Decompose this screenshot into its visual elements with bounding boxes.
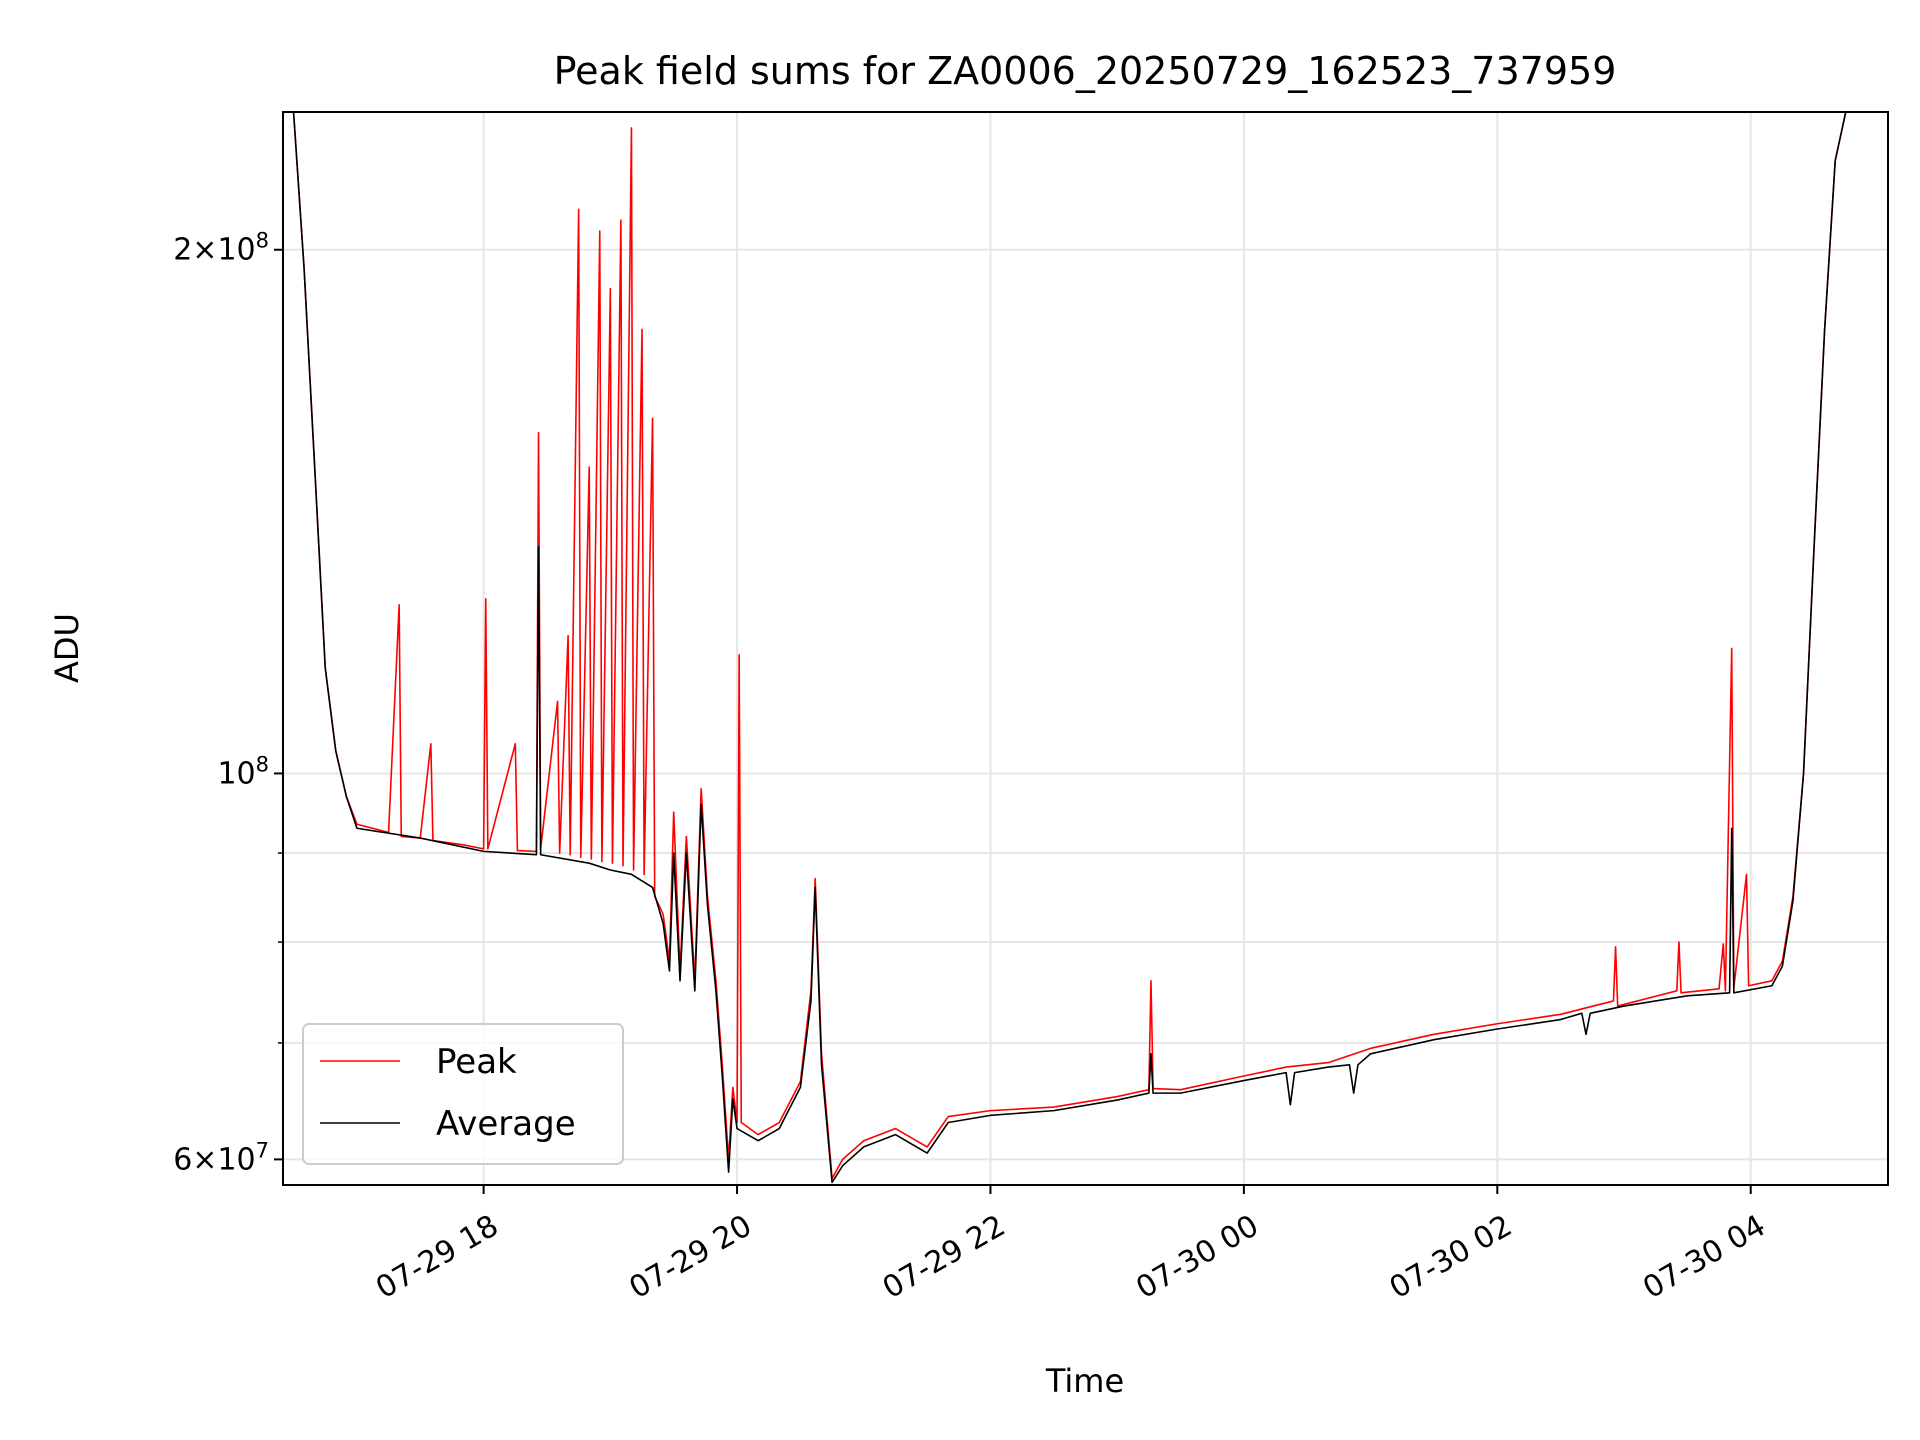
plot-frame — [282, 111, 1889, 1186]
chart-title: Peak field sums for ZA0006_20250729_1625… — [554, 49, 1617, 93]
legend-label-peak: Peak — [436, 1042, 517, 1082]
plot-data-area — [292, 112, 1847, 1184]
series-line-average — [292, 112, 1847, 1184]
x-axis-title: Time — [1045, 1362, 1124, 1400]
legend-label-average: Average — [436, 1104, 576, 1144]
legend: Peak Average — [302, 1023, 624, 1165]
y-axis-title: ADU — [48, 613, 86, 683]
y-tick-label: 6×107 — [173, 1138, 269, 1177]
y-tick-label: 2×108 — [173, 229, 269, 268]
legend-box — [302, 1023, 624, 1165]
